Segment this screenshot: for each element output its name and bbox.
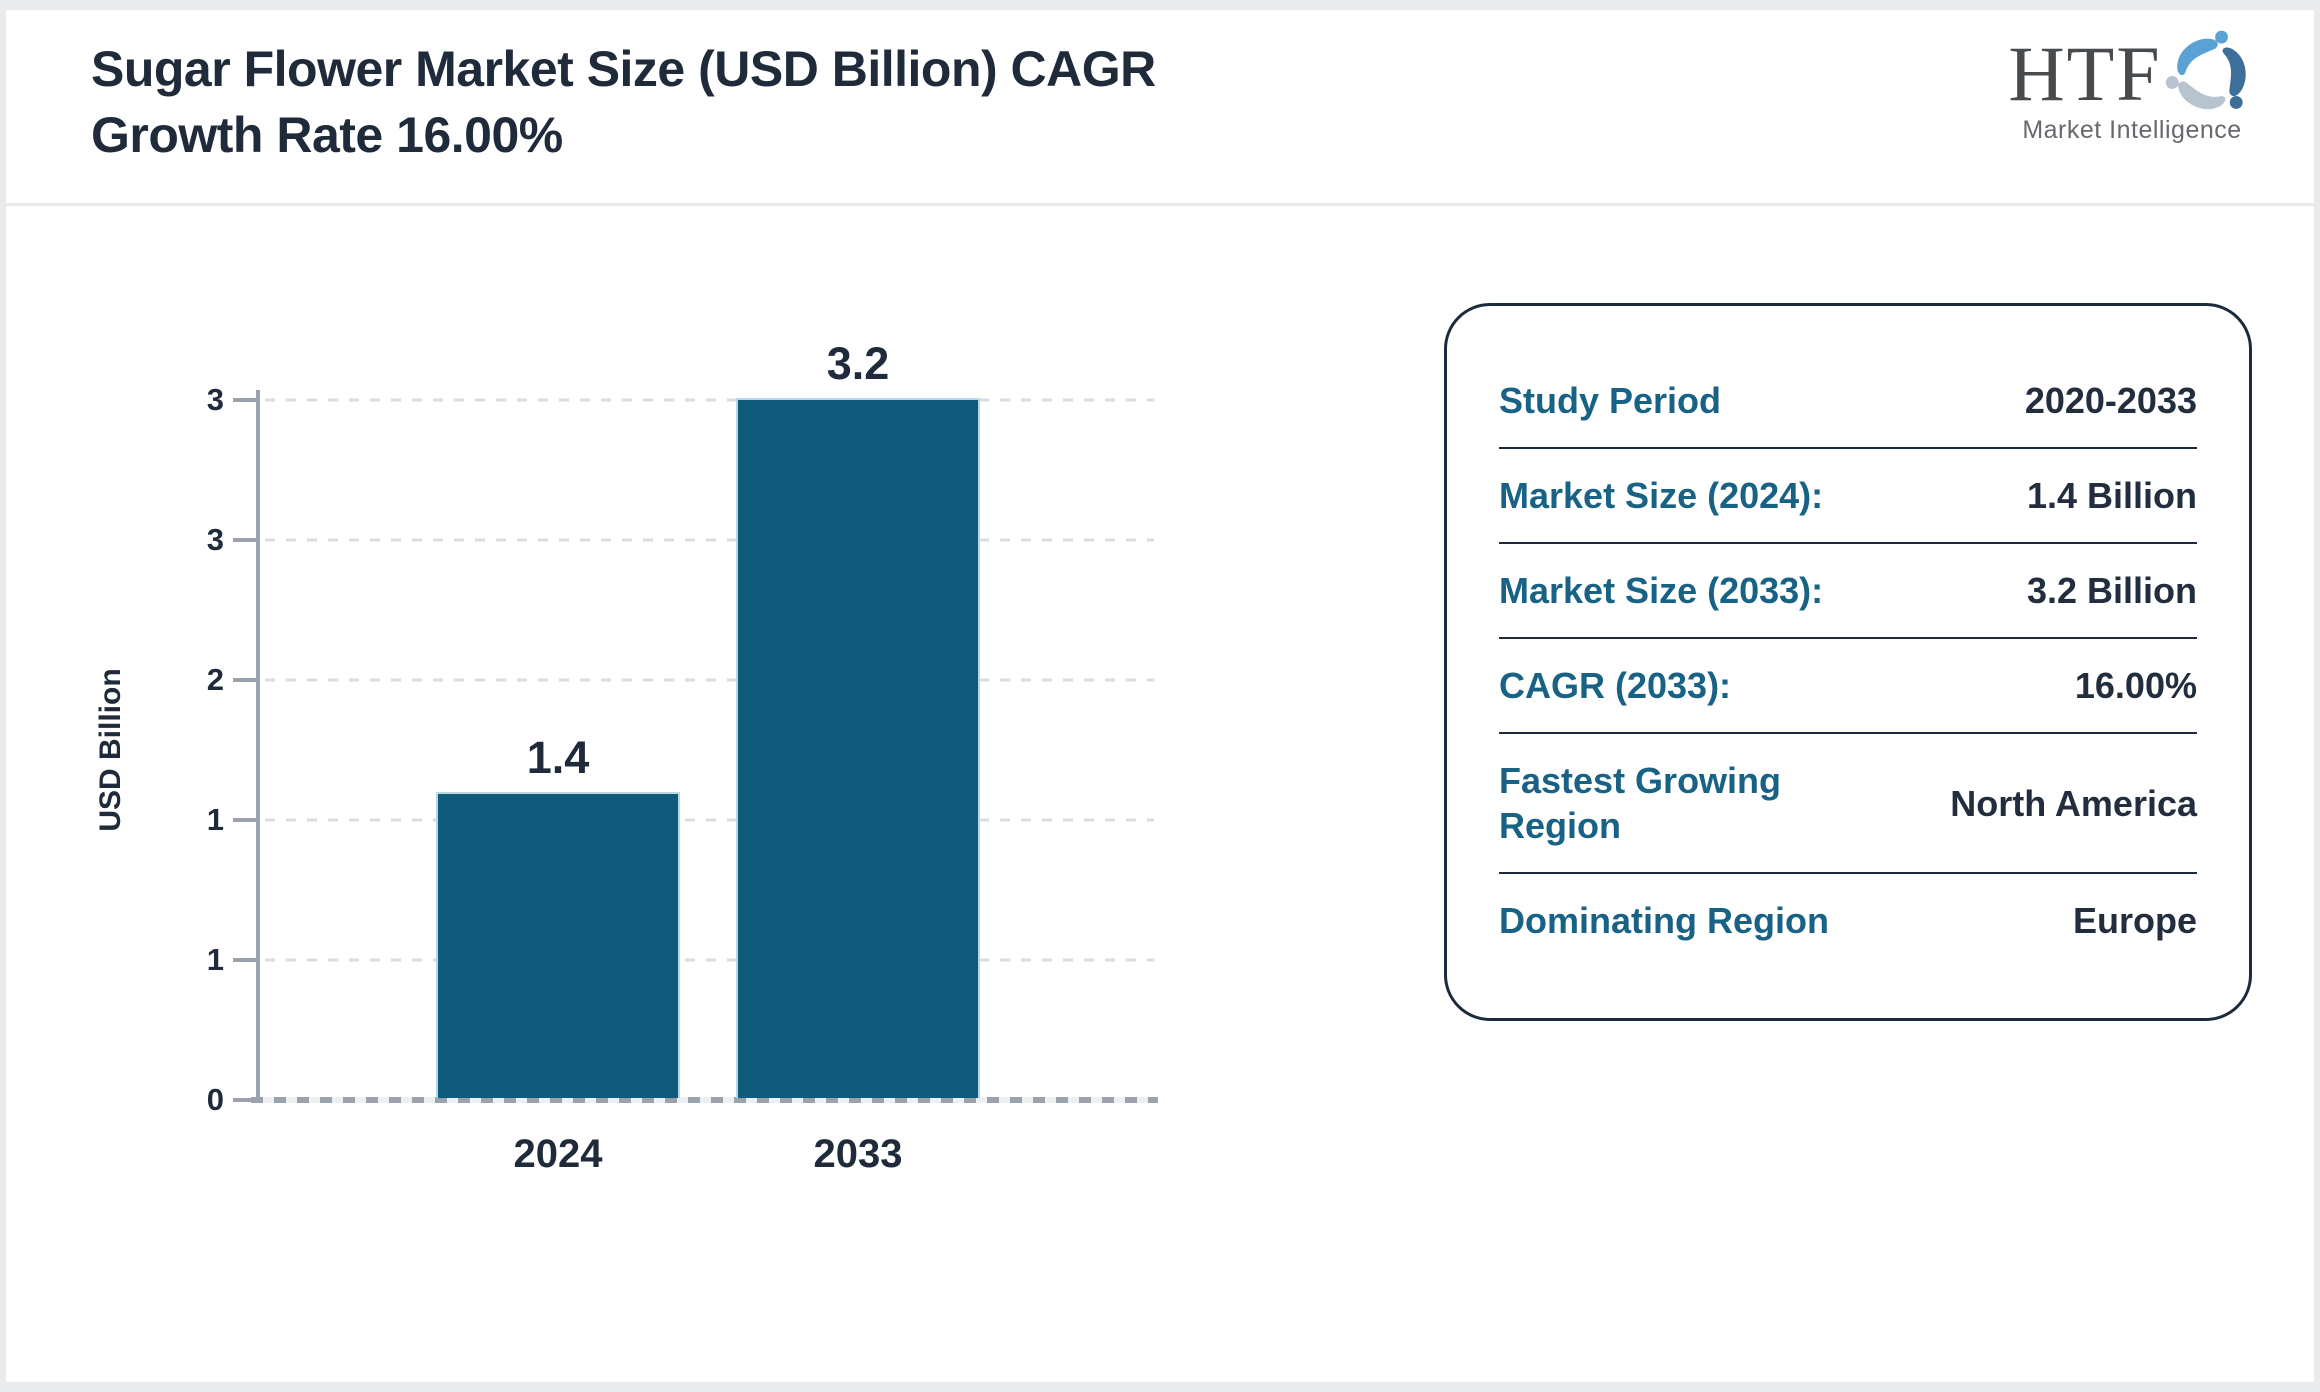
gridline <box>265 678 1154 682</box>
y-tick-mark <box>233 818 257 822</box>
y-tick-mark <box>233 678 257 682</box>
panel-label: Market Size (2033): <box>1499 570 1824 611</box>
y-tick-mark <box>233 538 257 542</box>
panel-label: Study Period <box>1499 380 1722 421</box>
panel-row-market-size-2033: Market Size (2033): 3.2 Billion <box>1499 544 2197 639</box>
panel-value: 1.4 Billion <box>2026 475 2197 516</box>
logo-subtitle: Market Intelligence <box>2022 116 2242 144</box>
logo-head-top <box>2214 30 2228 44</box>
panel-row-market-size-2024: Market Size (2024): 1.4 Billion <box>1499 449 2197 544</box>
gridline <box>265 958 1154 962</box>
logo-swoosh-top <box>2176 38 2218 76</box>
gridline <box>265 538 1154 542</box>
x-axis-baseline <box>251 1097 1158 1103</box>
panel-row-fastest-growing-region: Fastest Growing Region North America <box>1499 734 2197 874</box>
panel-label: CAGR (2033): <box>1499 665 1732 706</box>
y-tick-label: 1 <box>206 802 224 837</box>
panel-label: Dominating Region <box>1499 900 1829 941</box>
logo-monogram: HTF <box>2008 30 2162 117</box>
y-tick-mark <box>233 398 257 402</box>
summary-panel: Study Period 2020-2033 Market Size (2024… <box>1444 303 2252 1021</box>
bar-value-2024: 1.4 <box>526 731 590 783</box>
panel-value: North America <box>1950 782 2197 824</box>
y-tick-label: 2 <box>206 662 224 697</box>
panel-row-dominating-region: Dominating Region Europe <box>1499 874 2197 967</box>
y-tick-label: 3 <box>206 522 224 557</box>
panel-label: Fastest Growing Region <box>1499 760 1782 846</box>
logo-swoosh-right <box>2222 47 2246 97</box>
x-category-label-2024: 2024 <box>513 1132 603 1176</box>
panel-value: 3.2 Billion <box>2026 570 2197 611</box>
logo-row: HTF <box>1992 28 2272 120</box>
y-tick-label: 0 <box>206 1082 224 1117</box>
bar-value-2033: 3.2 <box>826 338 890 389</box>
y-tick-label: 3 <box>206 382 224 417</box>
panel-value: 16.00% <box>2074 665 2197 706</box>
gridline <box>265 818 1154 822</box>
report-canvas: Sugar Flower Market Size (USD Billion) C… <box>6 10 2314 1382</box>
gridline <box>265 398 1154 402</box>
panel-row-cagr: CAGR (2033): 16.00% <box>1499 639 2197 734</box>
x-category-label-2033: 2033 <box>813 1132 903 1176</box>
panel-value: Europe <box>2072 900 2197 941</box>
bar-2033: 3.2 <box>736 338 980 1098</box>
bar-chart: 3 3 2 1 1 0 USD Billion 1.4 3.2 2024 203… <box>94 338 1158 1176</box>
y-axis-title: USD Billion <box>94 668 127 832</box>
y-tick-mark <box>233 1098 257 1102</box>
panel-row-study-period: Study Period 2020-2033 <box>1499 354 2197 449</box>
bar-2024: 1.4 <box>436 732 680 1098</box>
page-title-line2: Growth Rate 16.00% <box>91 107 563 163</box>
y-tick-label: 1 <box>206 942 224 977</box>
logo-head-left <box>2165 76 2179 89</box>
page-title-line1: Sugar Flower Market Size (USD Billion) C… <box>91 41 1156 97</box>
brand-logo: HTF <box>1992 28 2272 145</box>
y-axis-line <box>256 390 260 1102</box>
header: Sugar Flower Market Size (USD Billion) C… <box>6 10 2314 206</box>
y-tick-mark <box>233 958 257 962</box>
page-title: Sugar Flower Market Size (USD Billion) C… <box>91 36 1156 168</box>
panel-label: Market Size (2024): <box>1499 475 1824 516</box>
panel-value: 2020-2033 <box>2024 380 2197 421</box>
logo-head-right <box>2229 96 2243 109</box>
logo-swirl-icon <box>2165 30 2246 110</box>
logo-swoosh-left <box>2177 81 2226 110</box>
